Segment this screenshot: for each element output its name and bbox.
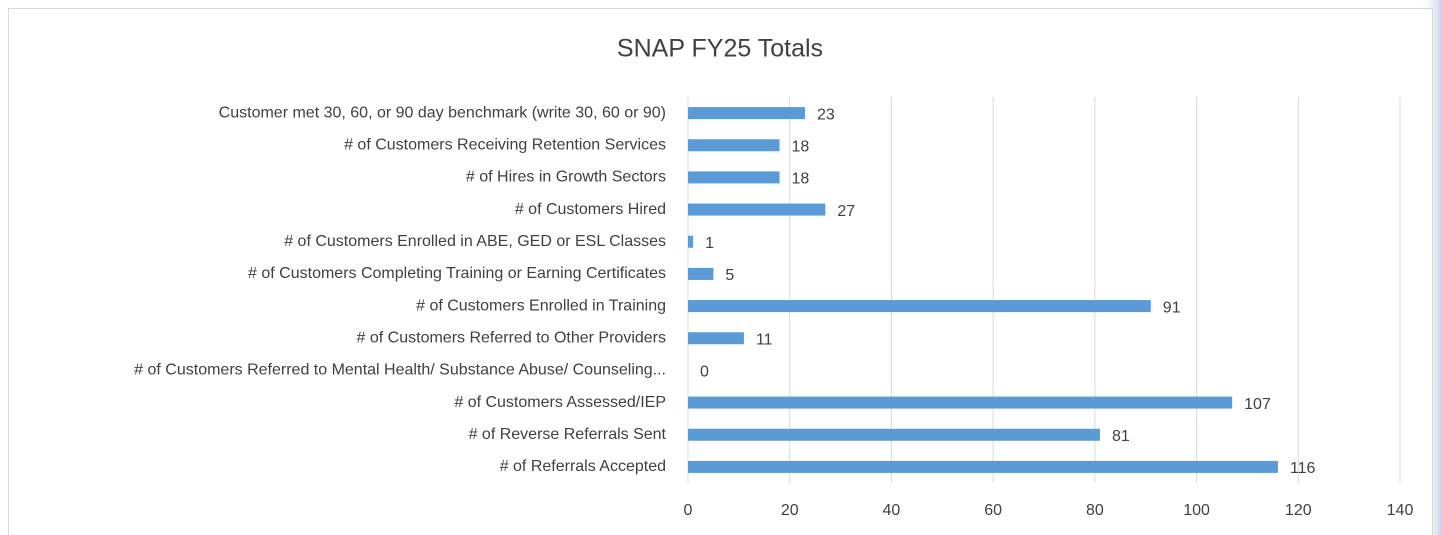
bar: [688, 235, 694, 248]
x-tick-label: 0: [684, 502, 693, 519]
y-tick-label: # of Referrals Accepted: [500, 458, 666, 475]
data-label: 91: [1163, 299, 1181, 316]
data-label: 1: [705, 235, 714, 252]
bar: [688, 396, 1233, 409]
x-tick-label: 80: [1086, 502, 1104, 519]
bar: [688, 428, 1100, 441]
bar: [688, 267, 714, 280]
data-label: 116: [1290, 460, 1316, 477]
x-tick-label: 60: [984, 502, 1002, 519]
y-tick-label: # of Hires in Growth Sectors: [466, 169, 666, 186]
y-tick-label: # of Customers Referred to Mental Health…: [134, 362, 666, 379]
data-label: 27: [837, 203, 855, 220]
x-tick-label: 20: [781, 502, 799, 519]
bar: [688, 332, 744, 345]
data-label: 18: [792, 138, 810, 155]
x-tick-label: 40: [883, 502, 901, 519]
bar: [688, 300, 1151, 313]
chart-title: SNAP FY25 Totals: [617, 35, 823, 63]
bar: [688, 203, 826, 216]
data-label: 81: [1112, 428, 1130, 445]
y-tick-label: # of Customers Completing Training or Ea…: [248, 265, 666, 282]
bar: [688, 171, 780, 184]
data-label: 5: [725, 267, 734, 284]
bar: [688, 460, 1278, 473]
y-tick-label: # of Reverse Referrals Sent: [469, 426, 667, 443]
data-label: 0: [700, 364, 709, 381]
y-tick-label: # of Customers Enrolled in ABE, GED or E…: [284, 233, 666, 250]
y-tick-label: # of Customers Assessed/IEP: [454, 394, 666, 411]
y-tick-label: # of Customers Enrolled in Training: [416, 297, 666, 314]
chart-frame: [8, 8, 1433, 535]
y-tick-label: # of Customers Receiving Retention Servi…: [344, 136, 666, 153]
data-label: 18: [792, 171, 810, 188]
data-label: 11: [756, 331, 773, 348]
x-tick-label: 100: [1183, 502, 1210, 519]
x-tick-label: 140: [1387, 502, 1414, 519]
y-tick-label: # of Customers Hired: [515, 201, 666, 218]
bar: [688, 107, 805, 120]
x-tick-label: 120: [1285, 502, 1312, 519]
data-label: 107: [1244, 396, 1271, 413]
bar: [688, 139, 780, 152]
y-tick-label: Customer met 30, 60, or 90 day benchmark…: [219, 104, 666, 121]
y-tick-label: # of Customers Referred to Other Provide…: [357, 329, 666, 346]
data-label: 23: [817, 106, 835, 123]
